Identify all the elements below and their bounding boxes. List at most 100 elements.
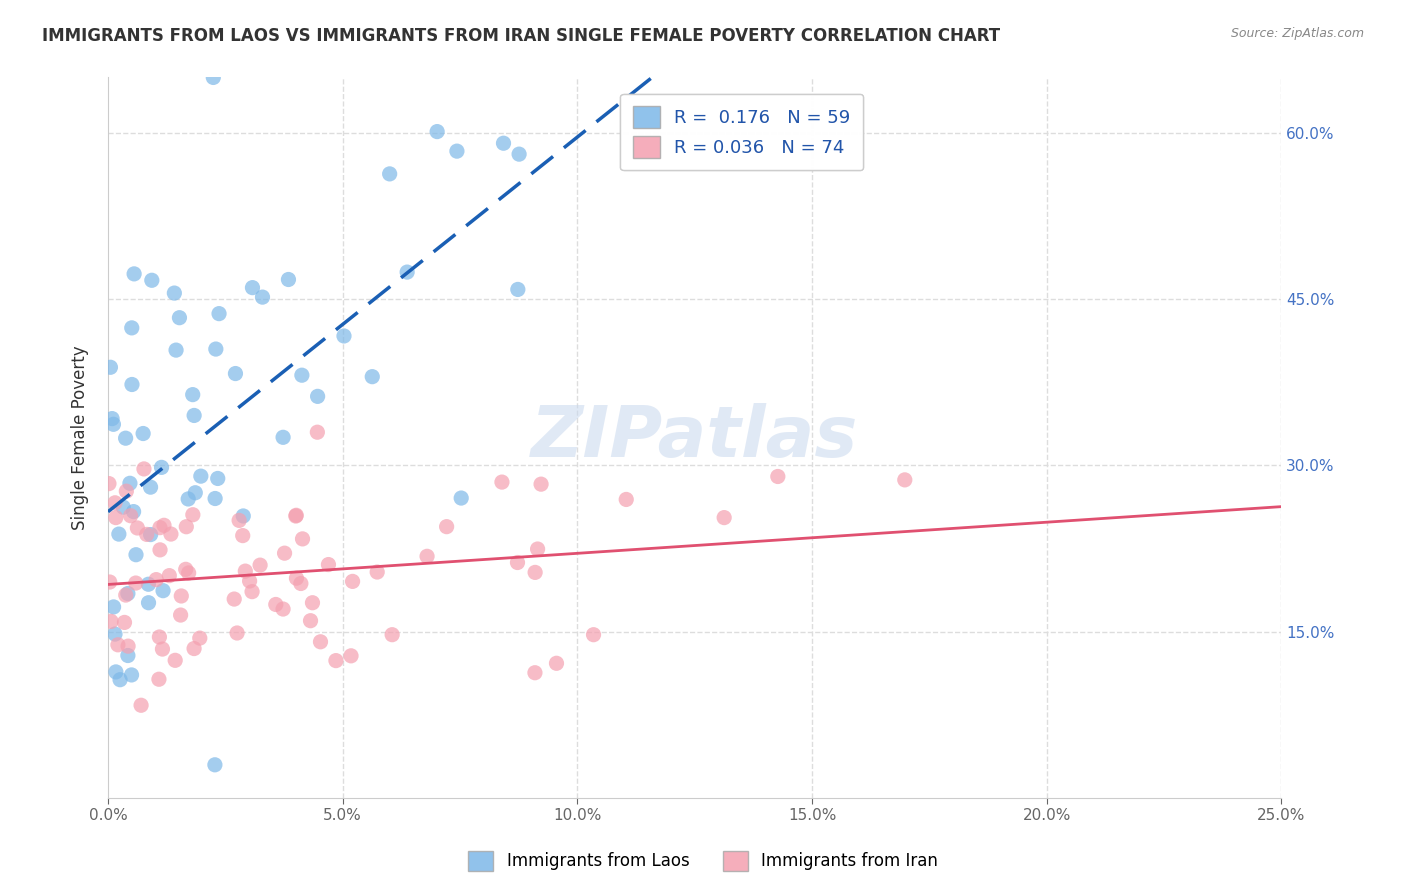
Point [240,584,263,599]
Point [108,673,131,687]
Point [506,556,529,570]
Point [188,631,211,645]
Point [177,491,200,506]
Point [120,508,142,523]
Point [122,267,145,281]
Point [112,500,135,515]
Point [138,596,160,610]
Point [207,471,229,485]
Point [361,369,384,384]
Point [271,602,294,616]
Text: ZIPatlas: ZIPatlas [531,403,859,472]
Point [163,286,186,301]
Point [492,136,515,151]
Point [114,588,136,602]
Point [145,573,167,587]
Point [271,430,294,444]
Point [183,641,205,656]
Point [129,698,152,713]
Point [526,542,548,557]
Point [342,574,364,589]
Point [546,657,568,671]
Point [114,615,136,630]
Point [205,342,228,356]
Point [169,310,191,325]
Point [436,519,458,533]
Point [181,508,204,522]
Point [232,508,254,523]
Point [226,626,249,640]
Point [118,476,141,491]
Point [190,469,212,483]
Point [299,614,322,628]
Point [139,480,162,494]
Point [121,321,143,335]
Point [242,280,264,294]
Point [264,598,287,612]
Point [150,460,173,475]
Point [183,409,205,423]
Point [149,542,172,557]
Text: Source: ZipAtlas.com: Source: ZipAtlas.com [1230,27,1364,40]
Point [108,527,131,541]
Point [508,147,530,161]
Point [325,654,347,668]
Point [160,527,183,541]
Legend: Immigrants from Laos, Immigrants from Iran: Immigrants from Laos, Immigrants from Ir… [460,842,946,880]
Point [100,360,122,375]
Point [122,505,145,519]
Point [366,565,388,579]
Point [290,576,312,591]
Point [381,628,404,642]
Point [125,576,148,591]
Point [291,532,314,546]
Point [101,411,124,425]
Point [117,639,139,653]
Point [103,417,125,432]
Point [396,265,419,279]
Point [115,484,138,499]
Point [152,583,174,598]
Point [202,70,225,85]
Point [152,642,174,657]
Point [307,425,329,440]
Point [141,273,163,287]
Point [176,519,198,533]
Point [97,476,120,491]
Point [273,546,295,560]
Point [224,367,246,381]
Point [208,307,231,321]
Point [125,548,148,562]
Point [177,566,200,580]
Point [506,282,529,296]
Point [121,377,143,392]
Point [530,477,553,491]
Point [107,638,129,652]
Point [614,492,637,507]
Point [104,510,127,524]
Point [103,599,125,614]
Point [132,462,155,476]
Point [252,290,274,304]
Point [333,329,356,343]
Point [285,571,308,585]
Point [104,665,127,679]
Point [114,431,136,445]
Point [165,653,187,667]
Point [318,558,340,572]
Point [148,672,170,686]
Point [117,586,139,600]
Y-axis label: Single Female Poverty: Single Female Poverty [72,345,89,530]
Point [309,634,332,648]
Point [426,125,449,139]
Point [204,491,226,506]
Point [117,648,139,663]
Point [582,628,605,642]
Point [104,627,127,641]
Point [121,668,143,682]
Point [766,469,789,483]
Point [291,368,314,383]
Point [491,475,513,489]
Point [228,513,250,527]
Point [524,566,547,580]
